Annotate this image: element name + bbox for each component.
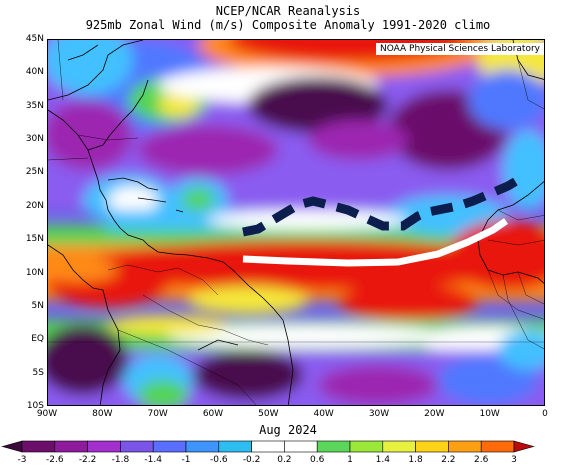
longitude-label: 30W — [368, 409, 390, 419]
colorbar-label: 2.2 — [441, 455, 456, 465]
colorbar-swatch — [480, 440, 515, 453]
latitude-label: 10S — [26, 401, 44, 411]
colorbar-label: 2.6 — [474, 455, 489, 465]
jet-axis-arc — [242, 218, 508, 267]
dashed-trough-line — [242, 176, 521, 237]
colorbar-label: -1.8 — [111, 455, 130, 465]
latitude-label: EQ — [31, 334, 44, 345]
colorbar-label: 1.4 — [375, 455, 390, 465]
colorbar-swatch — [349, 440, 384, 453]
latitude-label: 30N — [25, 134, 44, 145]
longitude-label: 90W — [36, 409, 58, 419]
longitude-label: 50W — [258, 409, 279, 419]
longitude-label: 60W — [202, 409, 224, 419]
colorbar — [1, 440, 535, 453]
colorbar-swatch — [448, 440, 482, 453]
longitude-label: 70W — [147, 409, 168, 419]
latitude-label: 5S — [32, 367, 44, 378]
colorbar-swatch — [218, 440, 252, 453]
colorbar-swatch — [251, 440, 285, 453]
colorbar-label: 3 — [511, 455, 517, 465]
longitude-label: 20W — [424, 409, 445, 419]
anomaly-field — [48, 40, 544, 405]
colorbar-swatch — [415, 440, 449, 453]
colorbar-min-arrow — [1, 440, 23, 453]
colorbar-swatch — [152, 440, 187, 453]
date-label: Aug 2024 — [259, 423, 317, 437]
colorbar-swatch — [382, 440, 416, 453]
colorbar-max-arrow — [513, 440, 535, 453]
map-subtitle: 925mb Zonal Wind (m/s) Composite Anomaly… — [85, 18, 491, 32]
latitude-label: 25N — [25, 167, 44, 178]
latitude-label: 10N — [25, 267, 44, 278]
longitude-label: 10W — [479, 409, 500, 419]
colorbar-swatch — [21, 440, 56, 453]
longitude-label: 0 — [542, 409, 548, 419]
latitude-label: 5N — [31, 300, 44, 311]
colorbar-label: -1 — [181, 455, 191, 465]
colorbar-label: -0.6 — [210, 455, 228, 465]
credit-label: NOAA Physical Sciences Laboratory — [375, 43, 544, 55]
latitude-label: 35N — [25, 100, 44, 111]
latitude-label: 15N — [25, 234, 44, 245]
colorbar-swatch — [54, 440, 88, 453]
latitude-label: 40N — [25, 67, 44, 78]
anomaly-map — [48, 40, 544, 405]
colorbar-swatch — [284, 440, 318, 453]
map-title: NCEP/NCAR Reanalysis — [215, 4, 361, 18]
colorbar-swatch — [87, 440, 121, 453]
latitude-label: 45N — [25, 34, 44, 44]
colorbar-label: 0.6 — [310, 455, 325, 465]
longitude-label: 40W — [313, 409, 334, 419]
colorbar-swatch — [185, 440, 220, 453]
colorbar-label: -2.6 — [46, 455, 64, 465]
colorbar-swatch — [316, 440, 351, 453]
colorbar-label: -0.2 — [242, 455, 261, 465]
country-borders — [48, 40, 544, 405]
colorbar-label: 1 — [347, 455, 353, 465]
map-panel: NOAA Physical Sciences Laboratory — [47, 39, 545, 406]
colorbar-label: 1.8 — [408, 455, 423, 465]
colorbar-label: -1.4 — [144, 455, 162, 465]
colorbar-swatch — [120, 440, 154, 453]
colorbar-label: 0.2 — [277, 455, 292, 465]
latitude-label: 20N — [25, 200, 44, 211]
colorbar-label: -2.2 — [78, 455, 97, 465]
longitude-label: 80W — [92, 409, 113, 419]
colorbar-label: -3 — [17, 455, 27, 465]
